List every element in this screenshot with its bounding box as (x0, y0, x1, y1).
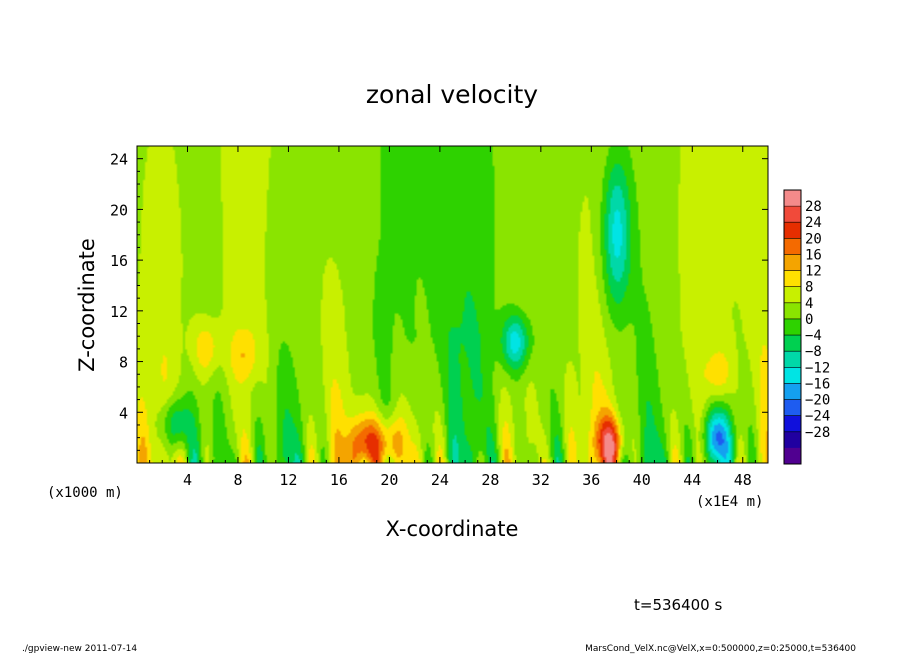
colorbar-label: −24 (805, 409, 830, 425)
y-tick-label: 20 (110, 201, 128, 219)
x-axis: 4 8 12 16 20 24 28 32 36 40 44 48 (149, 146, 756, 489)
footer-right: MarsCond_VelX.nc@VelX,x=0:500000,z=0:250… (585, 644, 856, 654)
x-tick-label: 4 (183, 471, 192, 489)
x-tick-label: 36 (582, 471, 600, 489)
colorbar-bin (784, 335, 801, 352)
colorbar-label: −16 (805, 376, 830, 392)
colorbar-bin (784, 399, 801, 417)
colorbar-bin (784, 415, 801, 433)
colorbar-label: −12 (805, 360, 830, 376)
colorbar-frame (783, 189, 802, 465)
footer-left: ./gpview-new 2011-07-14 (22, 644, 137, 654)
colorbar-label: −28 (805, 425, 830, 441)
y-tick-label: 12 (110, 303, 128, 321)
colorbar-bin (784, 270, 801, 288)
y-axis: 4 8 12 16 20 24 (110, 151, 768, 451)
y-tick-label: 4 (119, 404, 128, 422)
colorbar-bin (784, 383, 801, 400)
colorbar-bin (784, 302, 801, 320)
x-tick-label: 28 (481, 471, 499, 489)
colorbar-bin (784, 190, 801, 207)
x-unit-note: (x1E4 m) (696, 494, 763, 510)
x-tick-label: 12 (279, 471, 297, 489)
x-axis-label: X-coordinate (386, 517, 519, 541)
x-tick-label: 16 (330, 471, 348, 489)
colorbar-label: 4 (805, 296, 813, 312)
colorbar-bin (784, 431, 801, 449)
y-axis-label: Z-coordinate (75, 238, 99, 372)
colorbar-label: −4 (805, 328, 822, 344)
colorbar-bin (784, 318, 801, 336)
colorbar-bin (784, 206, 801, 223)
colorbar-label: −20 (805, 393, 830, 409)
colorbar-bin (784, 286, 801, 304)
x-tick-label: 24 (431, 471, 449, 489)
time-annotation: t=536400 s (634, 596, 722, 614)
colorbar-label: 0 (805, 312, 813, 328)
colorbar-label: 24 (805, 215, 822, 231)
y-tick-label: 8 (119, 354, 128, 372)
colorbar-bin (784, 447, 801, 465)
colorbar-label: 16 (805, 247, 822, 263)
y-unit-note: (x1000 m) (47, 485, 123, 501)
colorbar-bin (784, 367, 801, 384)
colorbar-label: 12 (805, 264, 822, 280)
colorbar-label: 20 (805, 231, 822, 247)
x-tick-label: 20 (380, 471, 398, 489)
x-tick-label: 32 (532, 471, 550, 489)
heatmap-field (137, 146, 768, 463)
colorbar-label: 28 (805, 199, 822, 215)
colorbar-label: 8 (805, 280, 813, 296)
colorbar-label: −8 (805, 344, 822, 360)
chart-title: zonal velocity (366, 80, 538, 109)
colorbar-bin (784, 254, 801, 271)
x-tick-label: 40 (633, 471, 651, 489)
y-tick-label: 24 (110, 151, 128, 169)
x-tick-label: 8 (233, 471, 242, 489)
colorbar-bin (784, 238, 801, 255)
colorbar-bin (784, 351, 801, 368)
x-tick-label: 48 (734, 471, 752, 489)
x-tick-label: 44 (683, 471, 701, 489)
y-tick-label: 16 (110, 252, 128, 270)
colorbar-bin (784, 222, 801, 239)
